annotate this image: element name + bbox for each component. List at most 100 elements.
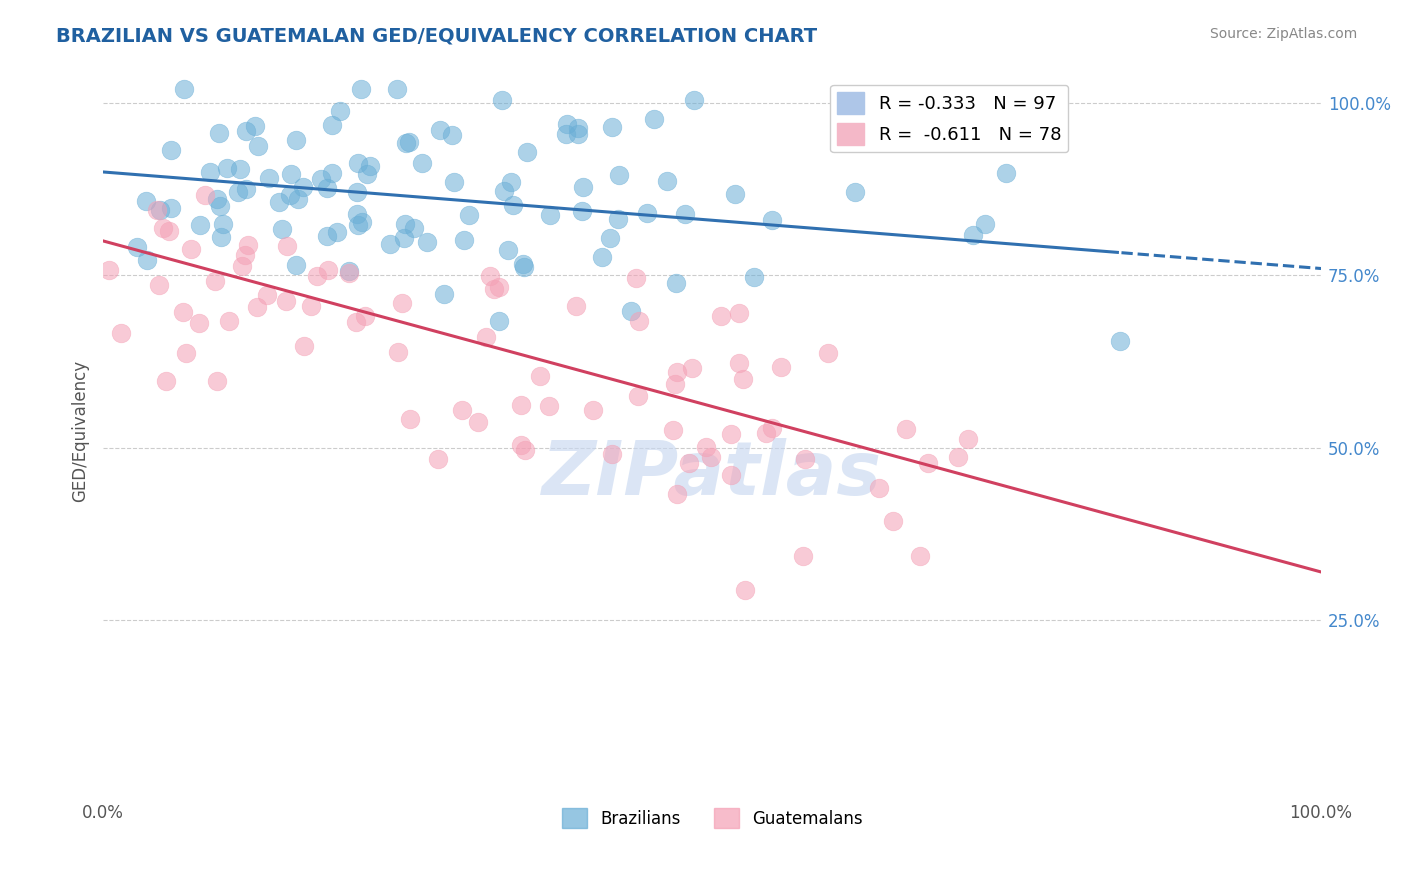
Point	[346, 156, 368, 170]
Point	[269, 194, 291, 209]
Point	[159, 202, 181, 216]
Point	[475, 330, 498, 344]
Point	[529, 369, 551, 384]
Point	[148, 277, 170, 292]
Point	[731, 372, 754, 386]
Point	[567, 121, 589, 136]
Point	[284, 133, 307, 147]
Point	[453, 233, 475, 247]
Point	[280, 188, 302, 202]
Point	[155, 374, 177, 388]
Point	[215, 161, 238, 176]
Point	[280, 167, 302, 181]
Point	[276, 239, 298, 253]
Point	[643, 112, 665, 126]
Point	[346, 185, 368, 199]
Point	[404, 221, 426, 235]
Point	[565, 299, 588, 313]
Point	[440, 128, 463, 142]
Point	[478, 268, 501, 283]
Point	[572, 180, 595, 194]
Point	[488, 280, 510, 294]
Point	[599, 231, 621, 245]
Point	[233, 247, 256, 261]
Point	[315, 181, 337, 195]
Point	[624, 270, 647, 285]
Point	[146, 203, 169, 218]
Point	[187, 316, 209, 330]
Point	[226, 185, 249, 199]
Point	[347, 219, 370, 233]
Point	[188, 219, 211, 233]
Point	[516, 145, 538, 159]
Text: Source: ZipAtlas.com: Source: ZipAtlas.com	[1209, 27, 1357, 41]
Point	[353, 309, 375, 323]
Point	[620, 303, 643, 318]
Point	[591, 250, 613, 264]
Point	[509, 438, 531, 452]
Point	[513, 260, 536, 275]
Point	[662, 423, 685, 437]
Point	[882, 514, 904, 528]
Point	[498, 243, 520, 257]
Point	[427, 451, 450, 466]
Point	[488, 313, 510, 327]
Point	[125, 240, 148, 254]
Point	[429, 123, 451, 137]
Point	[600, 446, 623, 460]
Point	[606, 212, 628, 227]
Point	[98, 263, 121, 277]
Point	[284, 258, 307, 272]
Point	[228, 162, 250, 177]
Point	[398, 136, 420, 150]
Point	[356, 167, 378, 181]
Point	[292, 339, 315, 353]
Point	[482, 282, 505, 296]
Point	[695, 440, 717, 454]
Point	[209, 229, 232, 244]
Point	[173, 82, 195, 96]
Point	[962, 227, 984, 242]
Point	[700, 450, 723, 464]
Point	[957, 432, 980, 446]
Point	[321, 166, 343, 180]
Point	[207, 374, 229, 388]
Point	[392, 230, 415, 244]
Point	[359, 159, 381, 173]
Point	[205, 192, 228, 206]
Text: BRAZILIAN VS GUATEMALAN GED/EQUIVALENCY CORRELATION CHART: BRAZILIAN VS GUATEMALAN GED/EQUIVALENCY …	[56, 27, 817, 45]
Point	[329, 103, 352, 118]
Point	[974, 217, 997, 231]
Point	[395, 136, 418, 150]
Point	[567, 127, 589, 141]
Point	[204, 274, 226, 288]
Point	[571, 203, 593, 218]
Point	[287, 192, 309, 206]
Point	[512, 257, 534, 271]
Point	[720, 426, 742, 441]
Point	[755, 425, 778, 440]
Point	[152, 221, 174, 235]
Point	[908, 549, 931, 564]
Point	[792, 549, 814, 563]
Point	[276, 293, 298, 308]
Point	[337, 264, 360, 278]
Point	[793, 451, 815, 466]
Point	[208, 199, 231, 213]
Point	[724, 186, 747, 201]
Point	[299, 299, 322, 313]
Point	[994, 166, 1017, 180]
Point	[135, 253, 157, 268]
Point	[198, 165, 221, 179]
Point	[256, 287, 278, 301]
Point	[380, 237, 402, 252]
Point	[394, 217, 416, 231]
Point	[728, 356, 751, 370]
Text: ZIPatlas: ZIPatlas	[543, 438, 882, 510]
Point	[218, 314, 240, 328]
Point	[257, 171, 280, 186]
Point	[720, 467, 742, 482]
Point	[211, 217, 233, 231]
Point	[433, 286, 456, 301]
Point	[443, 175, 465, 189]
